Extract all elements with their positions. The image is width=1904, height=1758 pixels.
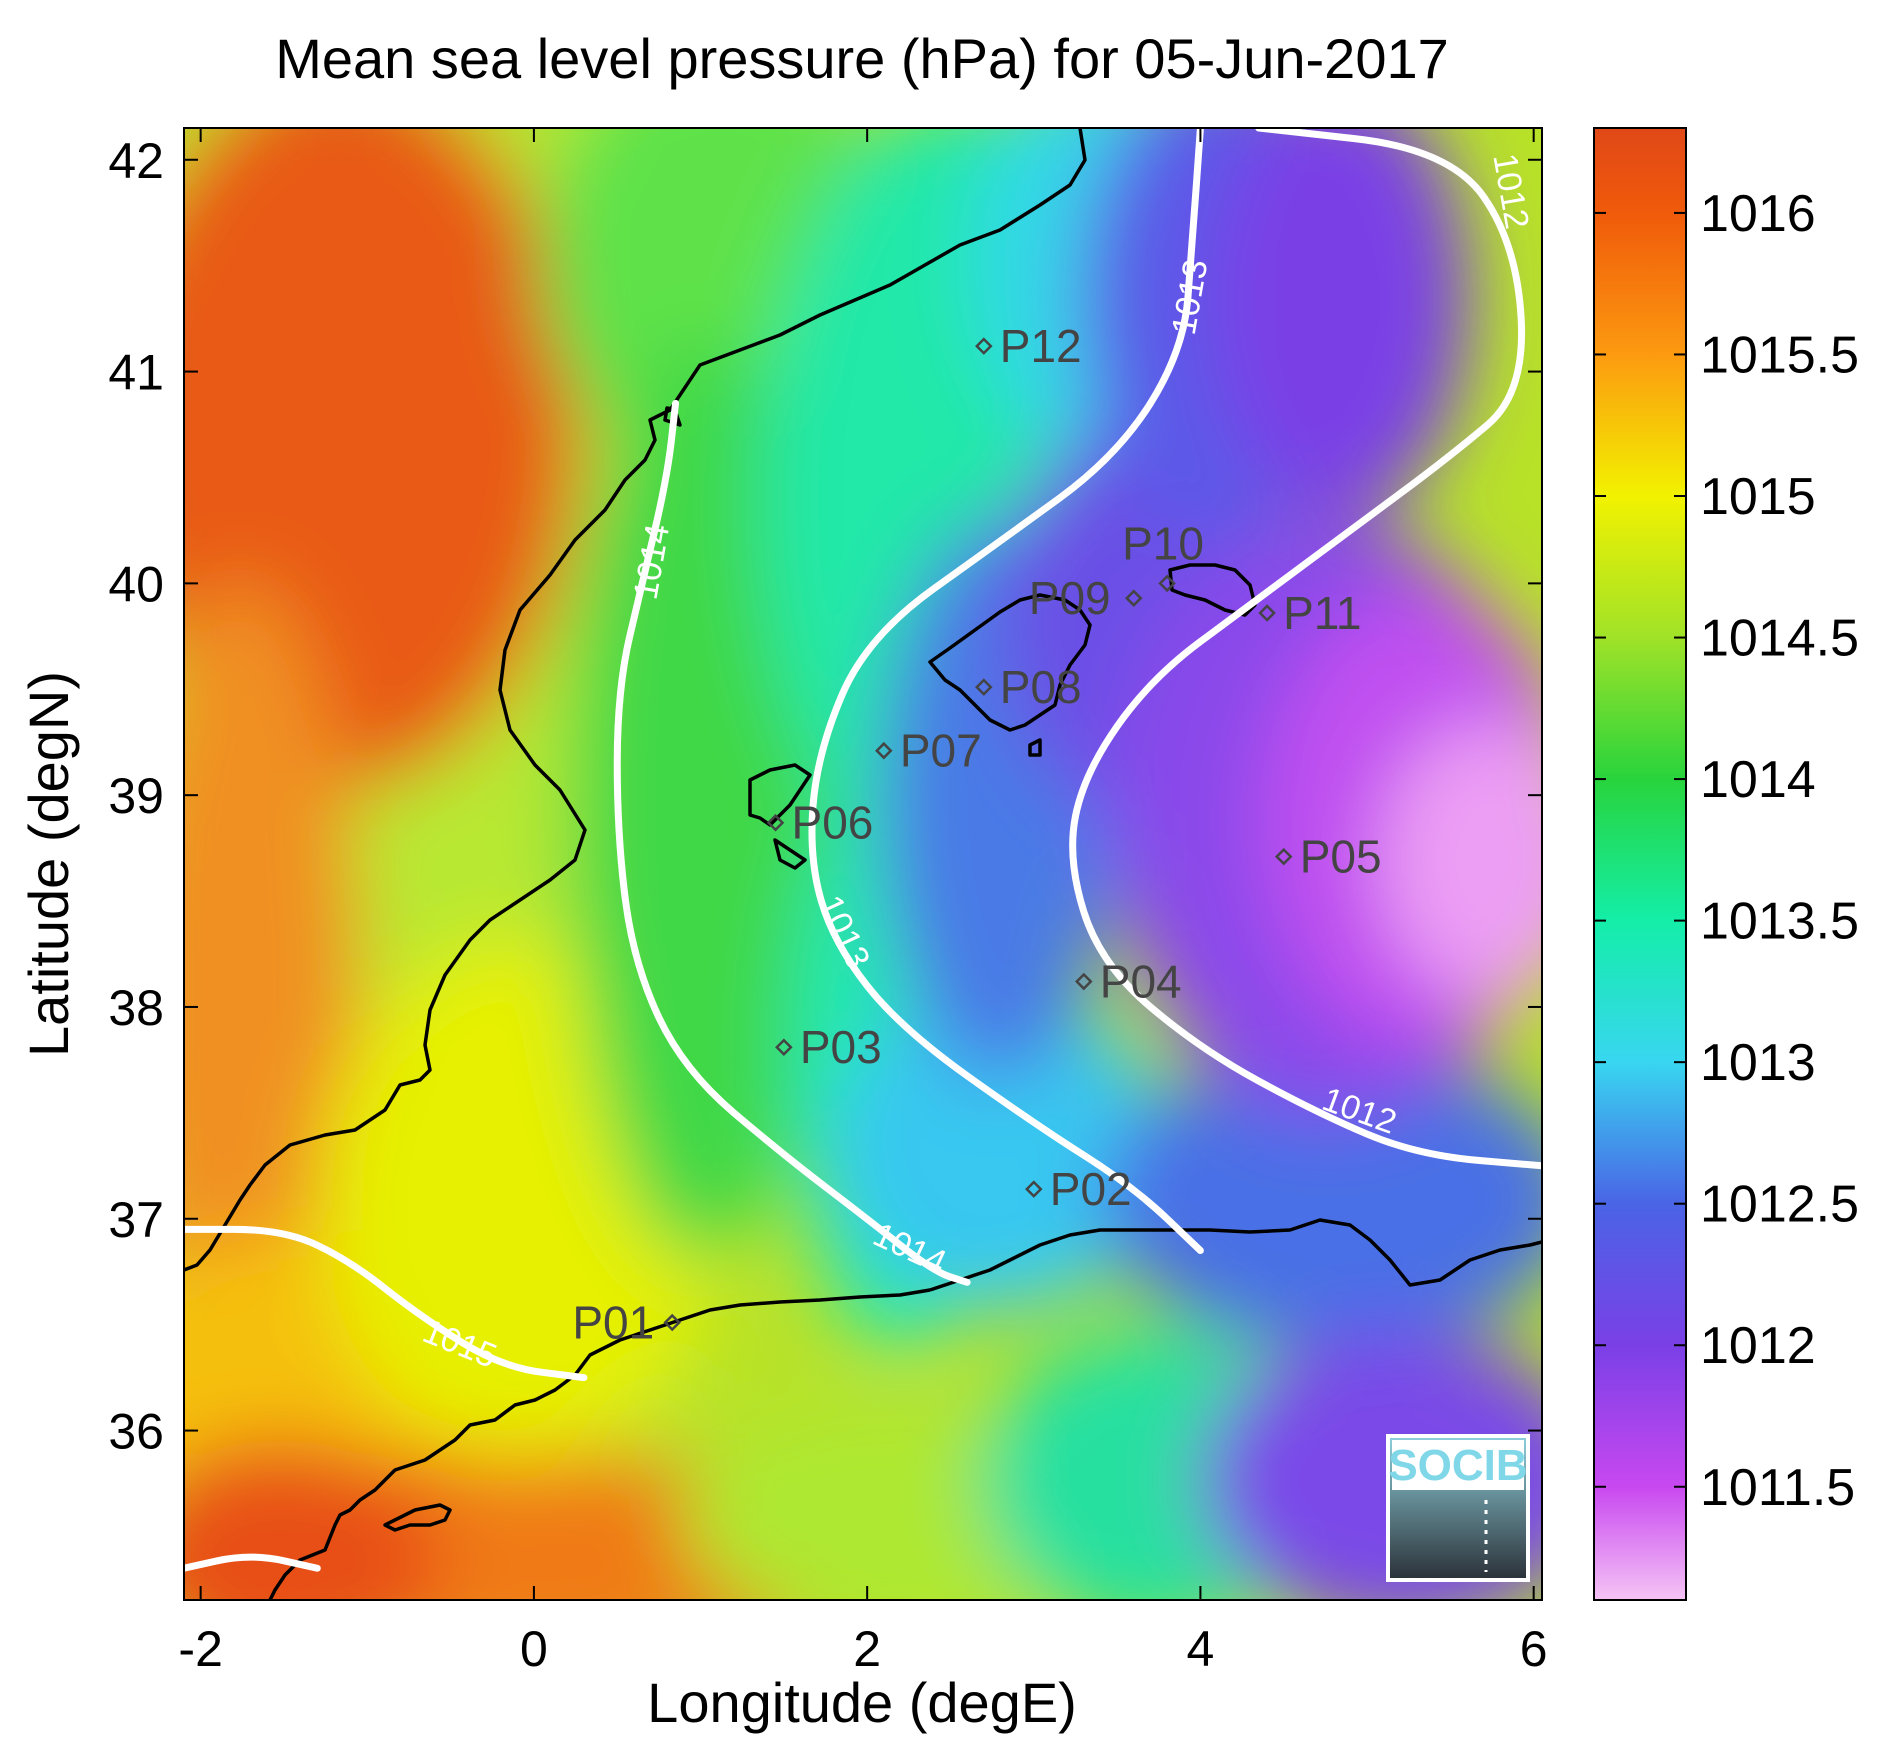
station-marker-p09	[1125, 589, 1143, 607]
x-tick-label: 6	[1520, 1621, 1548, 1677]
station-marker-p08	[975, 678, 993, 696]
x-tick-label: 4	[1187, 1621, 1215, 1677]
station-marker-p12	[975, 337, 993, 355]
y-tick-label: 36	[108, 1404, 164, 1460]
station-label-p11: P11	[1283, 587, 1361, 639]
colorbar-tick-label: 1013	[1700, 1034, 1816, 1092]
station-label-p02: P02	[1050, 1163, 1132, 1215]
socib-logo-text: SOCIB	[1388, 1441, 1527, 1490]
colorbar-tick-label: 1012.5	[1700, 1176, 1859, 1234]
isobar-1014	[613, 399, 971, 1286]
station-label-p08: P08	[1000, 661, 1082, 713]
isobar-1015	[184, 1225, 588, 1382]
x-tick-label: 2	[853, 1621, 881, 1677]
isobar-1015	[184, 1553, 321, 1572]
colorbar-tick-label: 1015.5	[1700, 326, 1859, 384]
station-label-p07: P07	[900, 725, 982, 777]
station-marker-p04	[1075, 972, 1093, 991]
y-tick-label: 41	[108, 345, 164, 401]
y-tick-label: 40	[108, 556, 164, 612]
colorbar-tick-label: 1016	[1700, 185, 1816, 243]
map-axes: -2 0 2 4 6 36 37 38 39 40 41 42	[108, 128, 1548, 1677]
station-marker-p11	[1258, 604, 1276, 622]
y-tick-label: 42	[108, 133, 164, 189]
x-axis-label: Longitude (degE)	[647, 1671, 1077, 1734]
chart-title: Mean sea level pressure (hPa) for 05-Jun…	[275, 27, 1449, 90]
station-marker-p10	[1158, 574, 1176, 593]
station-label-p10: P10	[1122, 517, 1204, 569]
colorbar-tick-label: 1014	[1700, 751, 1816, 809]
isobar-1013	[808, 128, 1204, 1255]
station-label-p03: P03	[800, 1021, 882, 1073]
plot-frame	[183, 127, 1543, 1601]
station-label-p09: P09	[1029, 572, 1111, 624]
station-marker-p06	[766, 813, 785, 832]
station-label-p05: P05	[1300, 831, 1382, 883]
colorbar-tick-label: 1011.5	[1700, 1459, 1855, 1517]
coastline	[184, 128, 1542, 1600]
station-label-p01: P01	[572, 1297, 654, 1349]
colorbar-ticks: 1011.5 1012 1012.5 1013 1013.5 1014 1014.5 1015…	[1594, 185, 1859, 1517]
colorbar-tick-label: 1015	[1700, 468, 1816, 526]
colorbar-tick-label: 1012	[1700, 1317, 1816, 1375]
station-label-p04: P04	[1100, 956, 1182, 1008]
isobar-1012	[1069, 128, 1542, 1170]
x-tick-label: -2	[178, 1621, 222, 1677]
colorbar: 1011.5 1012 1012.5 1013 1013.5 1014 1014.5 1015…	[1593, 127, 1859, 1601]
colorbar-tick-label: 1013.5	[1700, 893, 1859, 951]
socib-logo: SOCIB	[1386, 1434, 1530, 1582]
colorbar-gradient	[1593, 127, 1687, 1601]
station-marker-p07	[875, 741, 893, 760]
x-tick-label: 0	[520, 1621, 548, 1677]
y-tick-label: 37	[108, 1192, 164, 1248]
y-tick-label: 38	[108, 980, 164, 1036]
station-marker-p03	[775, 1038, 793, 1056]
station-marker-p05	[1274, 847, 1293, 866]
station-label-p12: P12	[1000, 320, 1082, 372]
station-marker-p01	[663, 1313, 681, 1332]
y-axis-label: Latitude (degN)	[17, 671, 80, 1057]
station-marker-p02	[1025, 1180, 1043, 1198]
pressure-field	[184, 128, 1542, 1600]
y-tick-label: 39	[108, 768, 164, 824]
station-label-p06: P06	[792, 797, 874, 849]
colorbar-tick-label: 1014.5	[1700, 610, 1859, 668]
